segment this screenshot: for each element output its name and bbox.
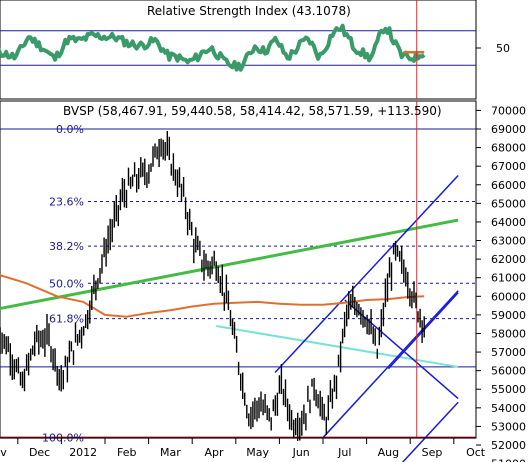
price-y-tick-label: 55000 [491,383,526,396]
price-y-tick-label: 63000 [491,235,526,248]
price-y-tick-label: 65000 [491,197,526,210]
price-y-tick-label: 59000 [491,309,526,322]
price-y-tick-label: 58000 [491,327,526,340]
fibonacci-label: 23.6% [49,195,84,208]
price-y-tick-label: 54000 [491,402,526,415]
cyan-trend-line [216,325,459,368]
fibonacci-label: 61.8% [49,313,84,326]
channel-line [274,174,459,374]
price-panel: 51000 52000 53000 54000 55000 56000 57000 58000… [0,100,526,462]
price-y-tick-label: 51000 [491,458,526,462]
rsi-y-axis: 50 [476,42,510,55]
price-y-tick-label: 64000 [491,216,526,229]
price-y-tick-label: 68000 [491,142,526,155]
x-tick-label: Mar [160,446,181,459]
price-y-tick-label: 56000 [491,365,526,378]
rsi-plot-frame [0,0,477,100]
rsi-y-tick-label: 50 [496,42,510,55]
price-y-tick-label: 70000 [491,104,526,117]
x-tick-label: 2012 [69,446,97,459]
x-tick-label: Oct [466,446,486,459]
fibonacci-label: 38.2% [49,240,84,253]
channel-line [322,290,459,439]
price-y-tick-label: 62000 [491,253,526,266]
x-tick-label: Nov [0,446,7,459]
x-axis: Nov Dec 2012 Feb Mar Apr May Jun Jul Aug Sep Oct [0,437,486,459]
fibonacci-label: 50.0% [49,277,84,290]
channel-line [387,292,459,370]
x-tick-label: Sep [422,446,443,459]
x-tick-label: Jul [337,446,351,459]
price-y-tick-label: 52000 [491,439,526,452]
rsi-title: Relative Strength Index (43.1078) [147,4,351,18]
x-tick-label: Feb [117,446,136,459]
x-tick-label: May [246,446,269,459]
price-series [0,131,425,441]
x-tick-label: Dec [29,446,50,459]
x-tick-label: Jun [292,446,310,459]
price-plot-frame [0,100,477,439]
price-y-tick-label: 66000 [491,179,526,192]
price-y-axis: 51000 52000 53000 54000 55000 56000 57000 58000… [476,104,526,462]
price-y-tick-label: 67000 [491,160,526,173]
rsi-series [0,0,426,99]
price-overlays [0,101,459,462]
price-y-tick-label: 53000 [491,420,526,433]
price-title: BVSP (58,467.91, 59,440.58, 58,414.42, 5… [63,104,442,118]
price-y-tick-label: 57000 [491,346,526,359]
price-bars [0,131,425,441]
x-tick-label: Apr [204,446,224,459]
fibonacci-labels: 0.0%23.6%38.2%50.0%61.8%100.0% [42,123,84,445]
price-y-tick-label: 69000 [491,123,526,136]
rsi-panel: 50 Relative Strength Index (43.1078) [0,0,510,100]
x-tick-label: Aug [378,446,399,459]
green-trend-line [0,218,459,311]
fibonacci-label: 0.0% [56,123,84,136]
rsi-line [0,23,426,72]
price-y-tick-label: 60000 [491,290,526,303]
price-y-tick-label: 61000 [491,272,526,285]
